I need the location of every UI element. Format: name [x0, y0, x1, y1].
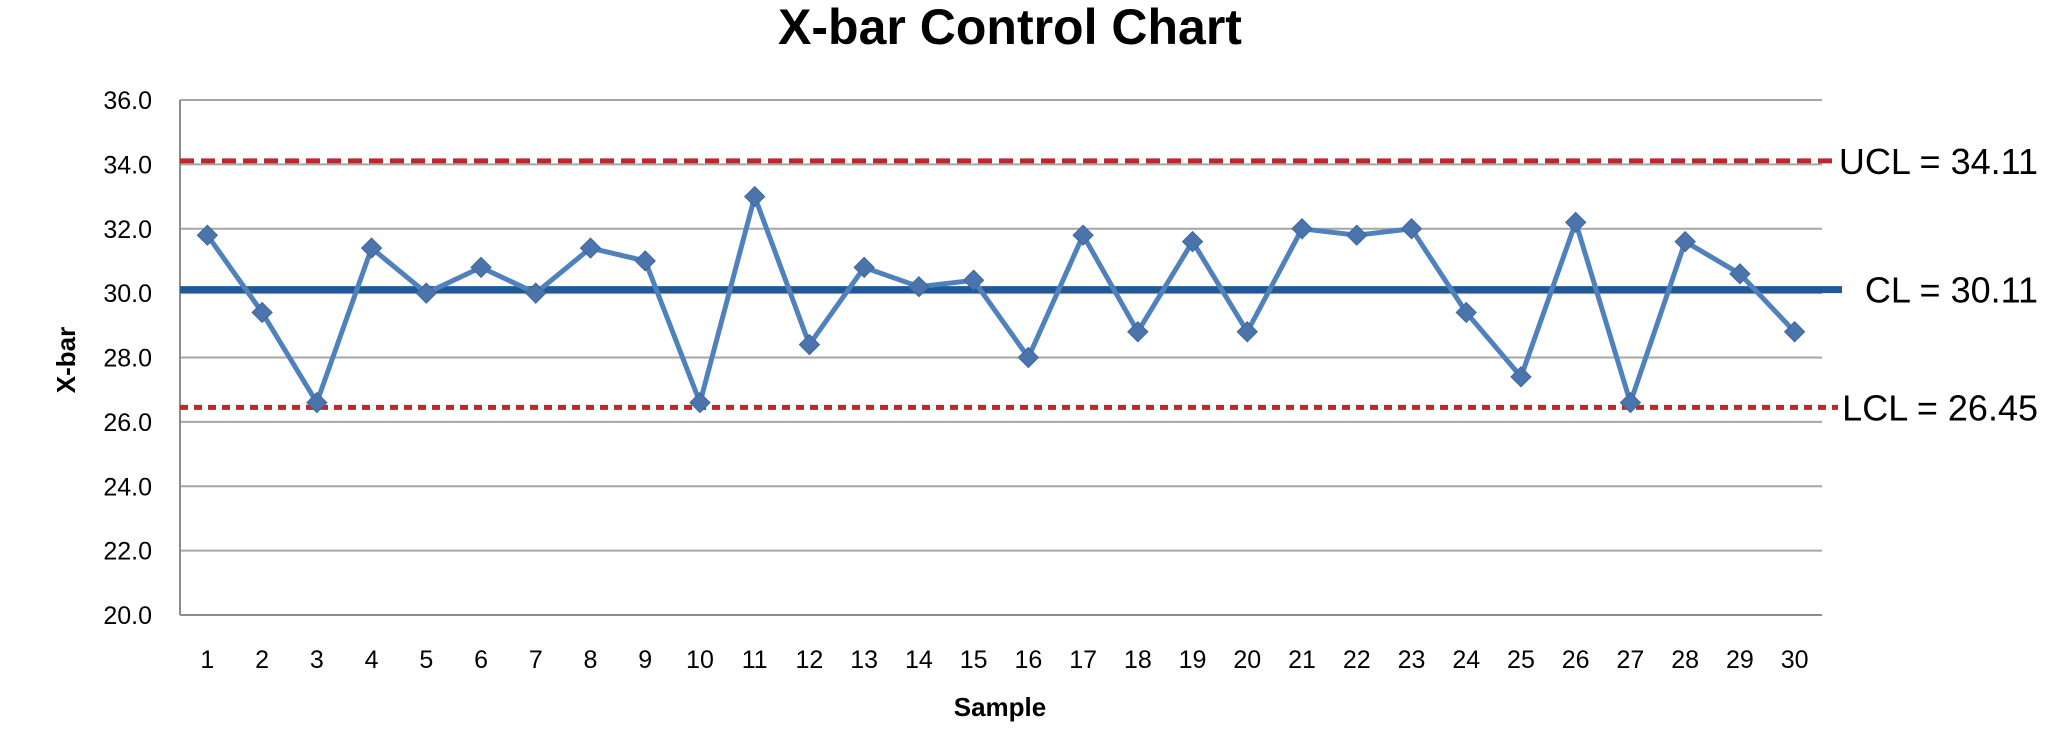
- data-point: [1564, 211, 1587, 234]
- y-tick-label: 24.0: [103, 473, 152, 501]
- x-tick-label: 18: [1124, 646, 1152, 674]
- x-tick-label: 11: [742, 646, 768, 674]
- y-tick-label: 28.0: [103, 345, 152, 373]
- x-tick-label: 29: [1726, 646, 1754, 674]
- control-limit-label: LCL = 26.45: [1842, 387, 2038, 428]
- data-point: [1455, 301, 1477, 324]
- data-point: [962, 269, 985, 291]
- y-axis-ticks: 20.0 22.0 24.0 26.0 28.0 30.0 32.0 34.0 36.0: [103, 87, 152, 630]
- x-tick-label: 28: [1671, 646, 1699, 674]
- data-point: [1400, 218, 1423, 240]
- data-point: [743, 185, 766, 208]
- x-tick-label: 6: [474, 646, 488, 674]
- data-point: [853, 256, 875, 279]
- y-tick-label: 36.0: [103, 87, 152, 115]
- data-point: [1346, 224, 1368, 246]
- data-point: [525, 282, 547, 304]
- x-tick-label: 3: [310, 646, 324, 674]
- x-tick-label: 30: [1781, 646, 1809, 674]
- data-point: [1291, 218, 1313, 240]
- x-tick-label: 20: [1233, 646, 1261, 674]
- x-tick-label: 15: [960, 646, 988, 674]
- data-point: [360, 237, 383, 259]
- data-point: [1729, 263, 1751, 285]
- control-limit-label: CL = 30.11: [1865, 270, 2038, 311]
- y-tick-label: 30.0: [103, 280, 152, 308]
- x-axis-title: Sample: [954, 692, 1047, 722]
- control-limit-label: UCL = 34.11: [1839, 141, 2038, 182]
- series-polyline: [205, 194, 1797, 406]
- x-tick-label: 26: [1562, 646, 1590, 674]
- y-tick-label: 20.0: [103, 602, 152, 630]
- x-tick-label: 10: [686, 646, 714, 674]
- x-tick-label: 25: [1507, 646, 1535, 674]
- x-tick-label: 9: [638, 646, 652, 674]
- x-tick-label: 23: [1398, 646, 1426, 674]
- x-tick-label: 7: [529, 646, 543, 674]
- data-point: [415, 282, 438, 304]
- data-point: [251, 301, 273, 324]
- data-point: [579, 237, 602, 259]
- x-axis-ticks: 1 2 3 4 5 6 7 8 9 10 11 12 13 14 15 16 17 18 19 20 21 22 23 24 2…: [200, 646, 1808, 674]
- y-tick-label: 22.0: [103, 538, 152, 566]
- data-point: [1017, 346, 1040, 369]
- x-tick-label: 2: [255, 646, 269, 674]
- x-tick-label: 16: [1014, 646, 1042, 674]
- x-tick-label: 13: [850, 646, 878, 674]
- data-point: [1619, 391, 1642, 414]
- data-point: [196, 224, 219, 246]
- y-tick-label: 32.0: [103, 216, 152, 244]
- x-tick-label: 22: [1343, 646, 1371, 674]
- y-axis-title: X-bar: [51, 327, 81, 393]
- data-point: [1127, 321, 1149, 343]
- data-point: [306, 391, 328, 414]
- x-tick-label: 4: [365, 646, 379, 674]
- data-point: [1674, 230, 1696, 253]
- y-tick-label: 34.0: [103, 151, 152, 179]
- data-point: [1181, 230, 1204, 253]
- x-tick-label: 8: [584, 646, 598, 674]
- x-tick-label: 19: [1179, 646, 1207, 674]
- data-point: [689, 391, 711, 414]
- data-point: [470, 256, 492, 279]
- x-tick-label: 27: [1617, 646, 1645, 674]
- y-tick-label: 26.0: [103, 409, 152, 437]
- x-tick-label: 12: [796, 646, 824, 674]
- data-point: [1072, 224, 1094, 246]
- control-limit-lines: UCL = 34.11 CL = 30.11 LCL = 26.45: [180, 141, 2038, 428]
- data-point: [908, 275, 930, 298]
- series-line: [205, 194, 1797, 406]
- data-point: [798, 333, 821, 356]
- x-tick-label: 17: [1069, 646, 1097, 674]
- data-point-markers: [196, 185, 1806, 414]
- data-point: [634, 250, 656, 272]
- data-point: [1510, 366, 1532, 388]
- x-tick-label: 21: [1288, 646, 1316, 674]
- x-tick-label: 5: [419, 646, 433, 674]
- chart-title: X-bar Control Chart: [778, 0, 1242, 55]
- x-tick-label: 24: [1452, 646, 1480, 674]
- grid-lines: [179, 99, 1822, 616]
- x-tick-label: 1: [200, 646, 214, 674]
- data-point: [1236, 321, 1259, 343]
- x-tick-label: 14: [905, 646, 933, 674]
- data-point: [1783, 321, 1806, 343]
